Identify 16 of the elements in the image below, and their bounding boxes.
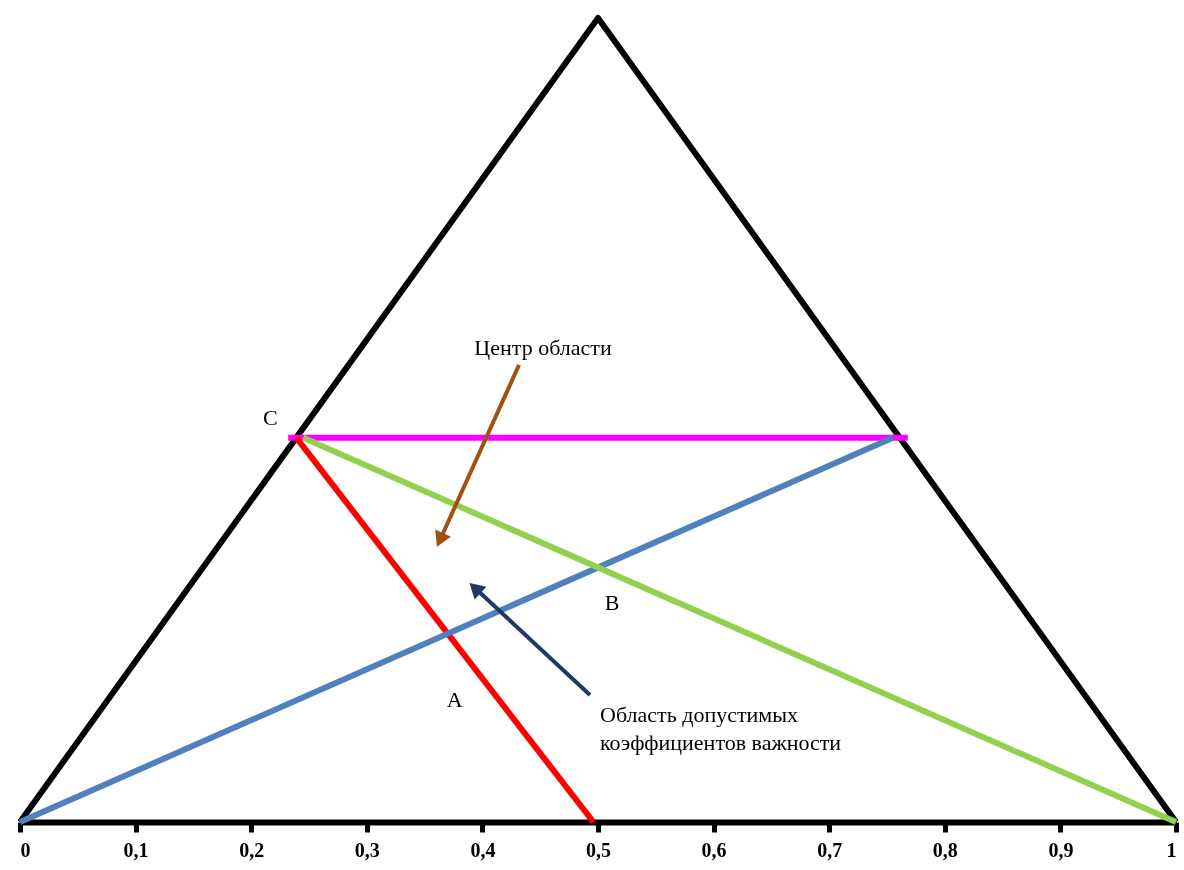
annotation: C — [263, 404, 278, 430]
annotation: A — [446, 686, 463, 712]
x-tick-label: 0,8 — [932, 838, 958, 861]
x-tick-label: 0,5 — [586, 838, 611, 861]
x-tick-label: 0,2 — [239, 838, 265, 861]
annotation: B — [604, 590, 620, 616]
x-tick-label: 0,3 — [354, 838, 380, 861]
x-tick-label: 0,1 — [123, 838, 149, 861]
x-tick-label: 0,6 — [701, 838, 727, 861]
annotation: Область допустимых коэффициентов важности — [600, 702, 842, 755]
x-tick-label: 0,4 — [470, 838, 496, 861]
x-tick-label: 0 — [20, 838, 31, 861]
x-tick-label: 0,9 — [1048, 838, 1074, 861]
x-tick-label: 0,7 — [817, 838, 843, 861]
annotation: Центр области — [474, 335, 612, 360]
x-tick-label: 1 — [1166, 838, 1177, 861]
